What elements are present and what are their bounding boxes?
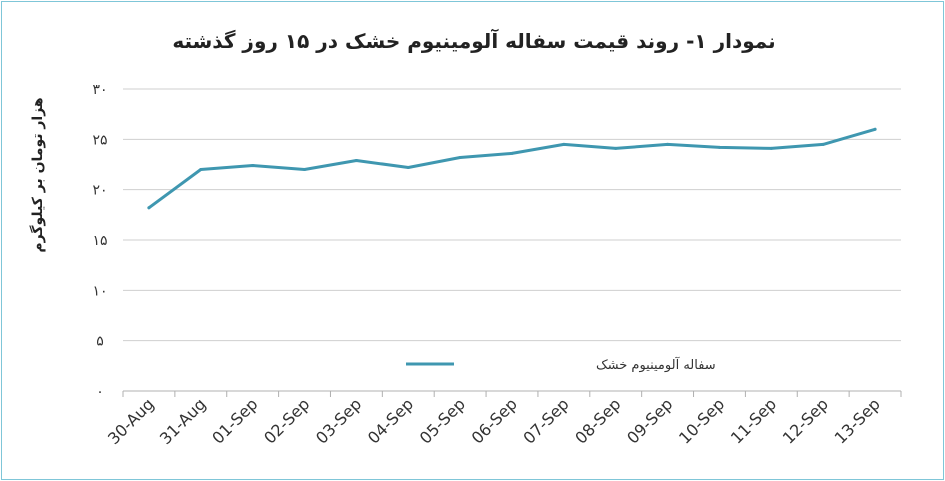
data-point xyxy=(510,151,514,155)
x-axis-ticks: 30-Aug31-Aug01-Sep02-Sep03-Sep04-Sep05-S… xyxy=(104,391,902,448)
y-axis-ticks: ۰ ۵ ۱۰ ۱۵ ۲۰ ۲۵ ۳۰ xyxy=(92,82,107,400)
y-tick-label: ۱۵ xyxy=(92,233,107,249)
x-tick-label: 09-Sep xyxy=(623,394,676,447)
x-tick-label: 07-Sep xyxy=(519,394,572,447)
data-point xyxy=(562,142,566,146)
data-point xyxy=(458,155,462,159)
series-layer xyxy=(147,127,877,210)
y-tick-label: ۲۰ xyxy=(92,183,107,199)
x-tick-label: 06-Sep xyxy=(468,394,521,447)
x-tick-label: 02-Sep xyxy=(260,394,313,447)
y-tick-label: ۵ xyxy=(96,334,104,350)
x-tick-label: 12-Sep xyxy=(779,394,832,447)
x-tick-label: 31-Aug xyxy=(156,394,210,448)
x-tick-label: 30-Aug xyxy=(104,394,158,448)
data-point xyxy=(354,158,358,162)
data-point xyxy=(769,146,773,150)
data-point xyxy=(199,168,203,172)
y-tick-label: ۲۵ xyxy=(92,132,107,148)
data-point xyxy=(147,206,151,210)
legend-label: سفاله آلومینیوم خشک xyxy=(596,356,716,373)
x-tick-label: 03-Sep xyxy=(312,394,365,447)
series-line xyxy=(147,127,877,210)
data-point xyxy=(821,142,825,146)
y-axis-label: هزار تومان بر کیلوگرم xyxy=(29,97,46,252)
x-tick-label: 04-Sep xyxy=(364,394,417,447)
y-tick-label: ۳۰ xyxy=(92,82,107,98)
data-point xyxy=(251,164,255,168)
x-tick-label: 10-Sep xyxy=(675,394,728,447)
data-point xyxy=(666,142,670,146)
x-tick-label: 01-Sep xyxy=(208,394,261,447)
x-tick-label: 13-Sep xyxy=(831,394,884,447)
data-point xyxy=(614,146,618,150)
x-tick-label: 05-Sep xyxy=(416,394,469,447)
x-tick-label: 08-Sep xyxy=(571,394,624,447)
y-tick-label: ۰ xyxy=(96,384,104,400)
x-tick-label: 11-Sep xyxy=(727,394,780,447)
chart-title: نمودار ۱- روند قیمت سفاله آلومینیوم خشک … xyxy=(172,28,775,53)
data-point xyxy=(303,168,307,172)
data-point xyxy=(717,145,721,149)
y-tick-label: ۱۰ xyxy=(92,283,107,299)
data-point xyxy=(873,127,877,131)
gridlines xyxy=(123,88,901,392)
legend: سفاله آلومینیوم خشک xyxy=(406,356,716,373)
data-point xyxy=(406,166,410,170)
